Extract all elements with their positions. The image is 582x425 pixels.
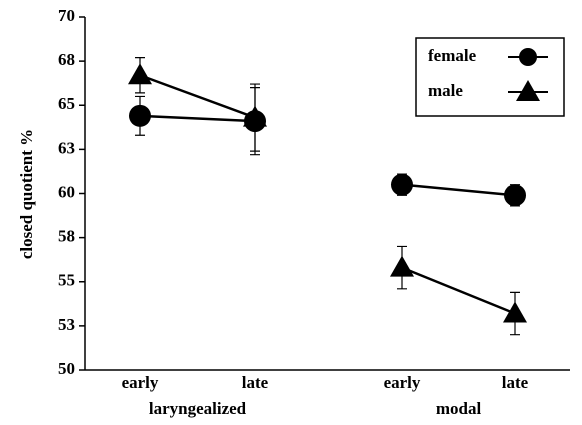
- y-tick-label: 65: [58, 94, 75, 113]
- data-point: [503, 301, 527, 323]
- legend-label: male: [428, 81, 463, 100]
- y-tick-label: 50: [58, 359, 75, 378]
- data-point: [129, 104, 151, 127]
- data-point: [390, 255, 414, 277]
- y-tick-label: 55: [58, 271, 75, 290]
- series-line: [139, 74, 256, 119]
- data-point: [504, 184, 526, 207]
- data-point: [391, 173, 413, 196]
- series-line: [401, 183, 516, 197]
- data-point: [243, 105, 267, 127]
- y-tick-label: 53: [58, 315, 75, 334]
- y-axis-label: closed quotient %: [17, 129, 36, 259]
- series-line: [139, 114, 256, 123]
- y-tick-label: 68: [58, 50, 75, 69]
- series-line: [401, 266, 516, 315]
- legend-marker: [516, 80, 540, 101]
- y-tick-label: 70: [58, 6, 75, 25]
- x-tick-label: early: [122, 373, 159, 392]
- y-tick-label: 58: [58, 227, 75, 246]
- legend-marker: [519, 48, 537, 66]
- group-label: laryngealized: [149, 399, 247, 418]
- x-tick-label: late: [242, 373, 269, 392]
- y-tick-label: 63: [58, 138, 75, 157]
- x-tick-label: late: [502, 373, 529, 392]
- legend-label: female: [428, 46, 477, 65]
- group-label: modal: [436, 399, 482, 418]
- data-point: [128, 63, 152, 85]
- legend-box: [415, 37, 565, 117]
- y-tick-label: 60: [58, 182, 75, 201]
- x-tick-label: early: [384, 373, 421, 392]
